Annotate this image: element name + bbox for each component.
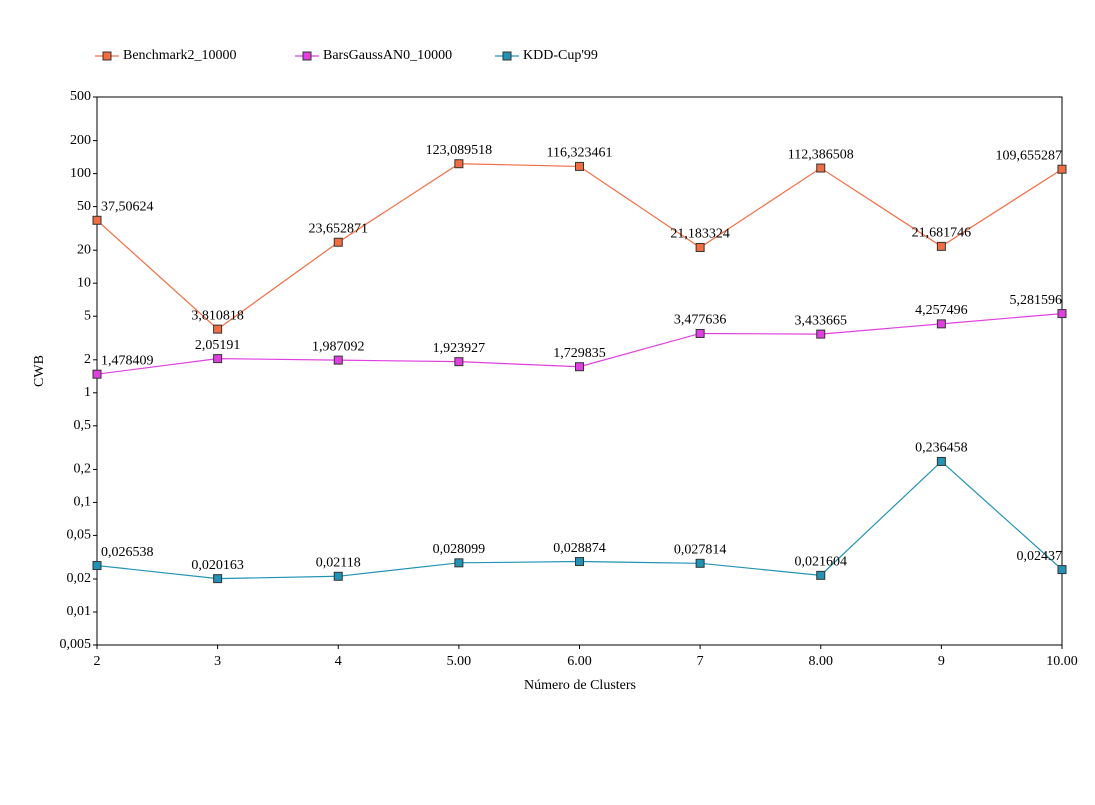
legend-label: BarsGaussAN0_10000	[323, 48, 452, 63]
data-label: 2,05191	[195, 338, 241, 353]
point-marker	[575, 362, 584, 372]
data-label: 1,729835	[553, 346, 606, 361]
y-tick-label: 2	[84, 352, 91, 367]
y-tick-label: 0,2	[74, 462, 92, 477]
data-label: 5,281596	[1010, 293, 1063, 308]
data-label: 37,50624	[101, 200, 154, 215]
data-label: 123,089518	[426, 143, 493, 158]
data-label: 0,027814	[674, 543, 727, 558]
point-marker	[936, 456, 946, 466]
data-label: 1,987092	[312, 339, 365, 354]
y-tick-label: 10	[77, 275, 91, 290]
data-label: 0,021604	[795, 555, 848, 570]
data-label: 0,028099	[433, 542, 486, 557]
x-tick-label: 8.00	[809, 654, 834, 669]
y-tick-label: 5	[84, 308, 91, 323]
point-marker	[575, 161, 584, 171]
y-tick-label: 500	[70, 89, 91, 104]
x-tick-label: 3	[214, 654, 221, 669]
data-label: 0,236458	[915, 441, 968, 456]
point-marker	[213, 354, 223, 364]
point-marker	[816, 163, 826, 173]
y-axis-label: CWB	[32, 355, 47, 387]
point-marker	[92, 369, 102, 379]
x-tick-label: 9	[938, 654, 945, 669]
y-tick-label: 0,01	[67, 604, 92, 619]
y-tick-label: 0,05	[67, 528, 92, 543]
point-marker	[1057, 565, 1067, 575]
point-marker	[936, 241, 946, 251]
data-label: 112,386508	[788, 147, 854, 162]
point-marker	[333, 355, 343, 365]
legend-marker	[302, 51, 312, 61]
point-marker	[333, 237, 343, 247]
x-tick-label: 4	[335, 654, 342, 669]
legend-label: KDD-Cup'99	[523, 48, 598, 63]
x-tick-label: 5.00	[447, 654, 472, 669]
point-marker	[454, 558, 464, 568]
point-marker	[695, 558, 705, 568]
x-axis-label: Número de Clusters	[524, 678, 636, 693]
point-marker	[213, 324, 223, 334]
data-label: 0,020163	[191, 558, 244, 573]
point-marker	[816, 329, 826, 339]
data-label: 0,02437	[1017, 549, 1063, 564]
x-tick-label: 7	[697, 654, 704, 669]
point-marker	[1057, 164, 1067, 174]
point-marker	[92, 561, 102, 571]
point-marker	[816, 570, 826, 580]
x-tick-label: 10.00	[1046, 654, 1078, 669]
point-marker	[695, 242, 705, 252]
data-label: 0,02118	[316, 556, 361, 571]
data-label: 3,810818	[191, 308, 244, 323]
legend-marker	[102, 51, 112, 61]
y-tick-label: 0,5	[74, 418, 92, 433]
point-marker	[92, 215, 102, 225]
legend-marker	[502, 51, 512, 61]
data-label: 0,028874	[553, 541, 606, 556]
point-marker	[1057, 309, 1067, 319]
point-marker	[454, 159, 464, 169]
point-marker	[936, 319, 946, 329]
data-label: 3,433665	[795, 313, 848, 328]
point-marker	[575, 557, 584, 567]
data-label: 116,323461	[547, 146, 613, 161]
y-tick-label: 200	[70, 133, 91, 148]
point-marker	[454, 357, 464, 367]
data-label: 0,026538	[101, 545, 154, 560]
x-tick-label: 6.00	[567, 654, 592, 669]
data-label: 3,477636	[674, 313, 727, 328]
data-label: 109,655287	[996, 148, 1063, 163]
y-tick-label: 0,02	[67, 571, 92, 586]
data-label: 21,183324	[670, 227, 730, 242]
legend-label: Benchmark2_10000	[123, 48, 237, 63]
point-marker	[213, 574, 223, 584]
data-label: 1,923927	[433, 341, 486, 356]
y-tick-label: 0,005	[60, 637, 92, 652]
y-tick-label: 0,1	[74, 495, 92, 510]
data-label: 23,652871	[309, 221, 369, 236]
point-marker	[695, 328, 705, 338]
data-label: 1,478409	[101, 353, 154, 368]
y-tick-label: 20	[77, 242, 91, 257]
y-tick-label: 50	[77, 199, 91, 214]
point-marker	[333, 571, 343, 581]
y-tick-label: 100	[70, 166, 91, 181]
data-label: 21,681746	[912, 226, 972, 241]
y-tick-label: 1	[84, 385, 91, 400]
x-tick-label: 2	[94, 654, 101, 669]
data-label: 4,257496	[915, 303, 968, 318]
